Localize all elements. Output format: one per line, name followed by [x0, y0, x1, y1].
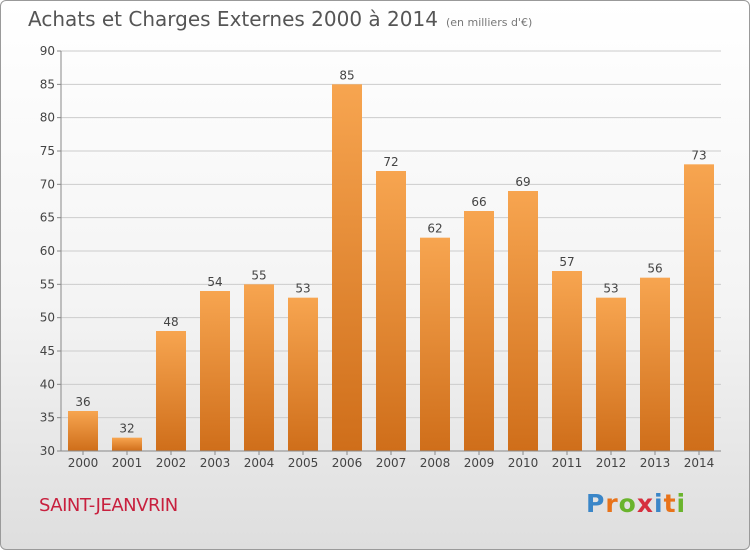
- logo-letter: P: [586, 489, 606, 518]
- y-tick-label: 90: [40, 44, 55, 58]
- y-tick-label: 60: [40, 244, 55, 258]
- x-tick-label: 2003: [200, 456, 231, 470]
- y-tick-label: 40: [40, 377, 55, 391]
- logo-letter: o: [618, 489, 637, 518]
- bar-2002: [156, 331, 186, 451]
- data-label-2006: 85: [339, 68, 354, 82]
- x-tick-label: 2006: [332, 456, 363, 470]
- logo-letter: i: [654, 489, 664, 518]
- x-tick-label: 2008: [420, 456, 451, 470]
- chart-subtitle: (en milliers d'€): [445, 16, 533, 29]
- x-tick-label: 2014: [684, 456, 715, 470]
- bar-2004: [244, 284, 274, 451]
- y-tick-label: 55: [40, 277, 55, 291]
- logo-letter: r: [605, 489, 619, 518]
- chart-title: Achats et Charges Externes 2000 à 2014 (e…: [28, 7, 532, 31]
- y-tick-label: 75: [40, 144, 55, 158]
- y-tick-label: 45: [40, 344, 55, 358]
- data-label-2002: 48: [163, 315, 178, 329]
- bar-2006: [332, 84, 362, 451]
- data-label-2010: 69: [515, 175, 530, 189]
- data-label-2005: 53: [295, 282, 310, 296]
- town-name: SAINT-JEANVRIN: [39, 495, 178, 516]
- x-tick-label: 2013: [640, 456, 671, 470]
- data-label-2008: 62: [427, 222, 442, 236]
- proxiti-logo: Proxiti: [586, 489, 686, 518]
- bar-2001: [112, 437, 142, 451]
- data-labels: 36 32 48 54 55 53 85 72 62 66 69 57 53 56 73: [75, 68, 706, 435]
- axes: 30 35 40 45 50 55 60 65 70 75 80 85 90 2000 2001 2002 20…: [40, 44, 721, 470]
- bar-2005: [288, 297, 318, 451]
- x-tick-label: 2002: [156, 456, 187, 470]
- x-tick-label: 2004: [244, 456, 275, 470]
- data-label-2014: 73: [691, 148, 706, 162]
- y-tick-label: 70: [40, 177, 55, 191]
- x-tick-label: 2000: [68, 456, 99, 470]
- x-tick-label: 2001: [112, 456, 143, 470]
- data-label-2000: 36: [75, 395, 90, 409]
- x-tick-label: 2009: [464, 456, 495, 470]
- bar-2003: [200, 291, 230, 451]
- y-tick-label: 30: [40, 444, 55, 458]
- bar-2007: [376, 171, 406, 451]
- data-label-2011: 57: [559, 255, 574, 269]
- x-tick-label: 2005: [288, 456, 319, 470]
- chart-title-text: Achats et Charges Externes 2000 à 2014: [28, 7, 438, 31]
- bars: [68, 84, 714, 452]
- logo-letter: x: [636, 489, 654, 518]
- x-tick-label: 2012: [596, 456, 627, 470]
- bar-2008: [420, 237, 450, 451]
- y-tick-label: 35: [40, 411, 55, 425]
- data-label-2013: 56: [647, 262, 662, 276]
- x-tick-label: 2007: [376, 456, 407, 470]
- bar-2009: [464, 211, 494, 451]
- logo-letter: i: [676, 489, 687, 518]
- bar-2000: [68, 411, 98, 451]
- logo-letter: t: [663, 489, 677, 518]
- data-label-2012: 53: [603, 282, 618, 296]
- data-label-2003: 54: [207, 275, 222, 289]
- bar-2013: [640, 277, 670, 451]
- y-tick-label: 80: [40, 111, 55, 125]
- y-tick-label: 50: [40, 311, 55, 325]
- bar-2012: [596, 297, 626, 451]
- bar-2011: [552, 271, 582, 451]
- y-tick-label: 65: [40, 211, 55, 225]
- data-label-2007: 72: [383, 155, 398, 169]
- bar-2010: [508, 191, 538, 451]
- bar-2014: [684, 164, 714, 452]
- data-label-2001: 32: [119, 422, 134, 436]
- x-tick-label: 2010: [508, 456, 539, 470]
- data-label-2009: 66: [471, 195, 486, 209]
- x-tick-label: 2011: [552, 456, 583, 470]
- y-tick-label: 85: [40, 77, 55, 91]
- data-label-2004: 55: [251, 268, 266, 282]
